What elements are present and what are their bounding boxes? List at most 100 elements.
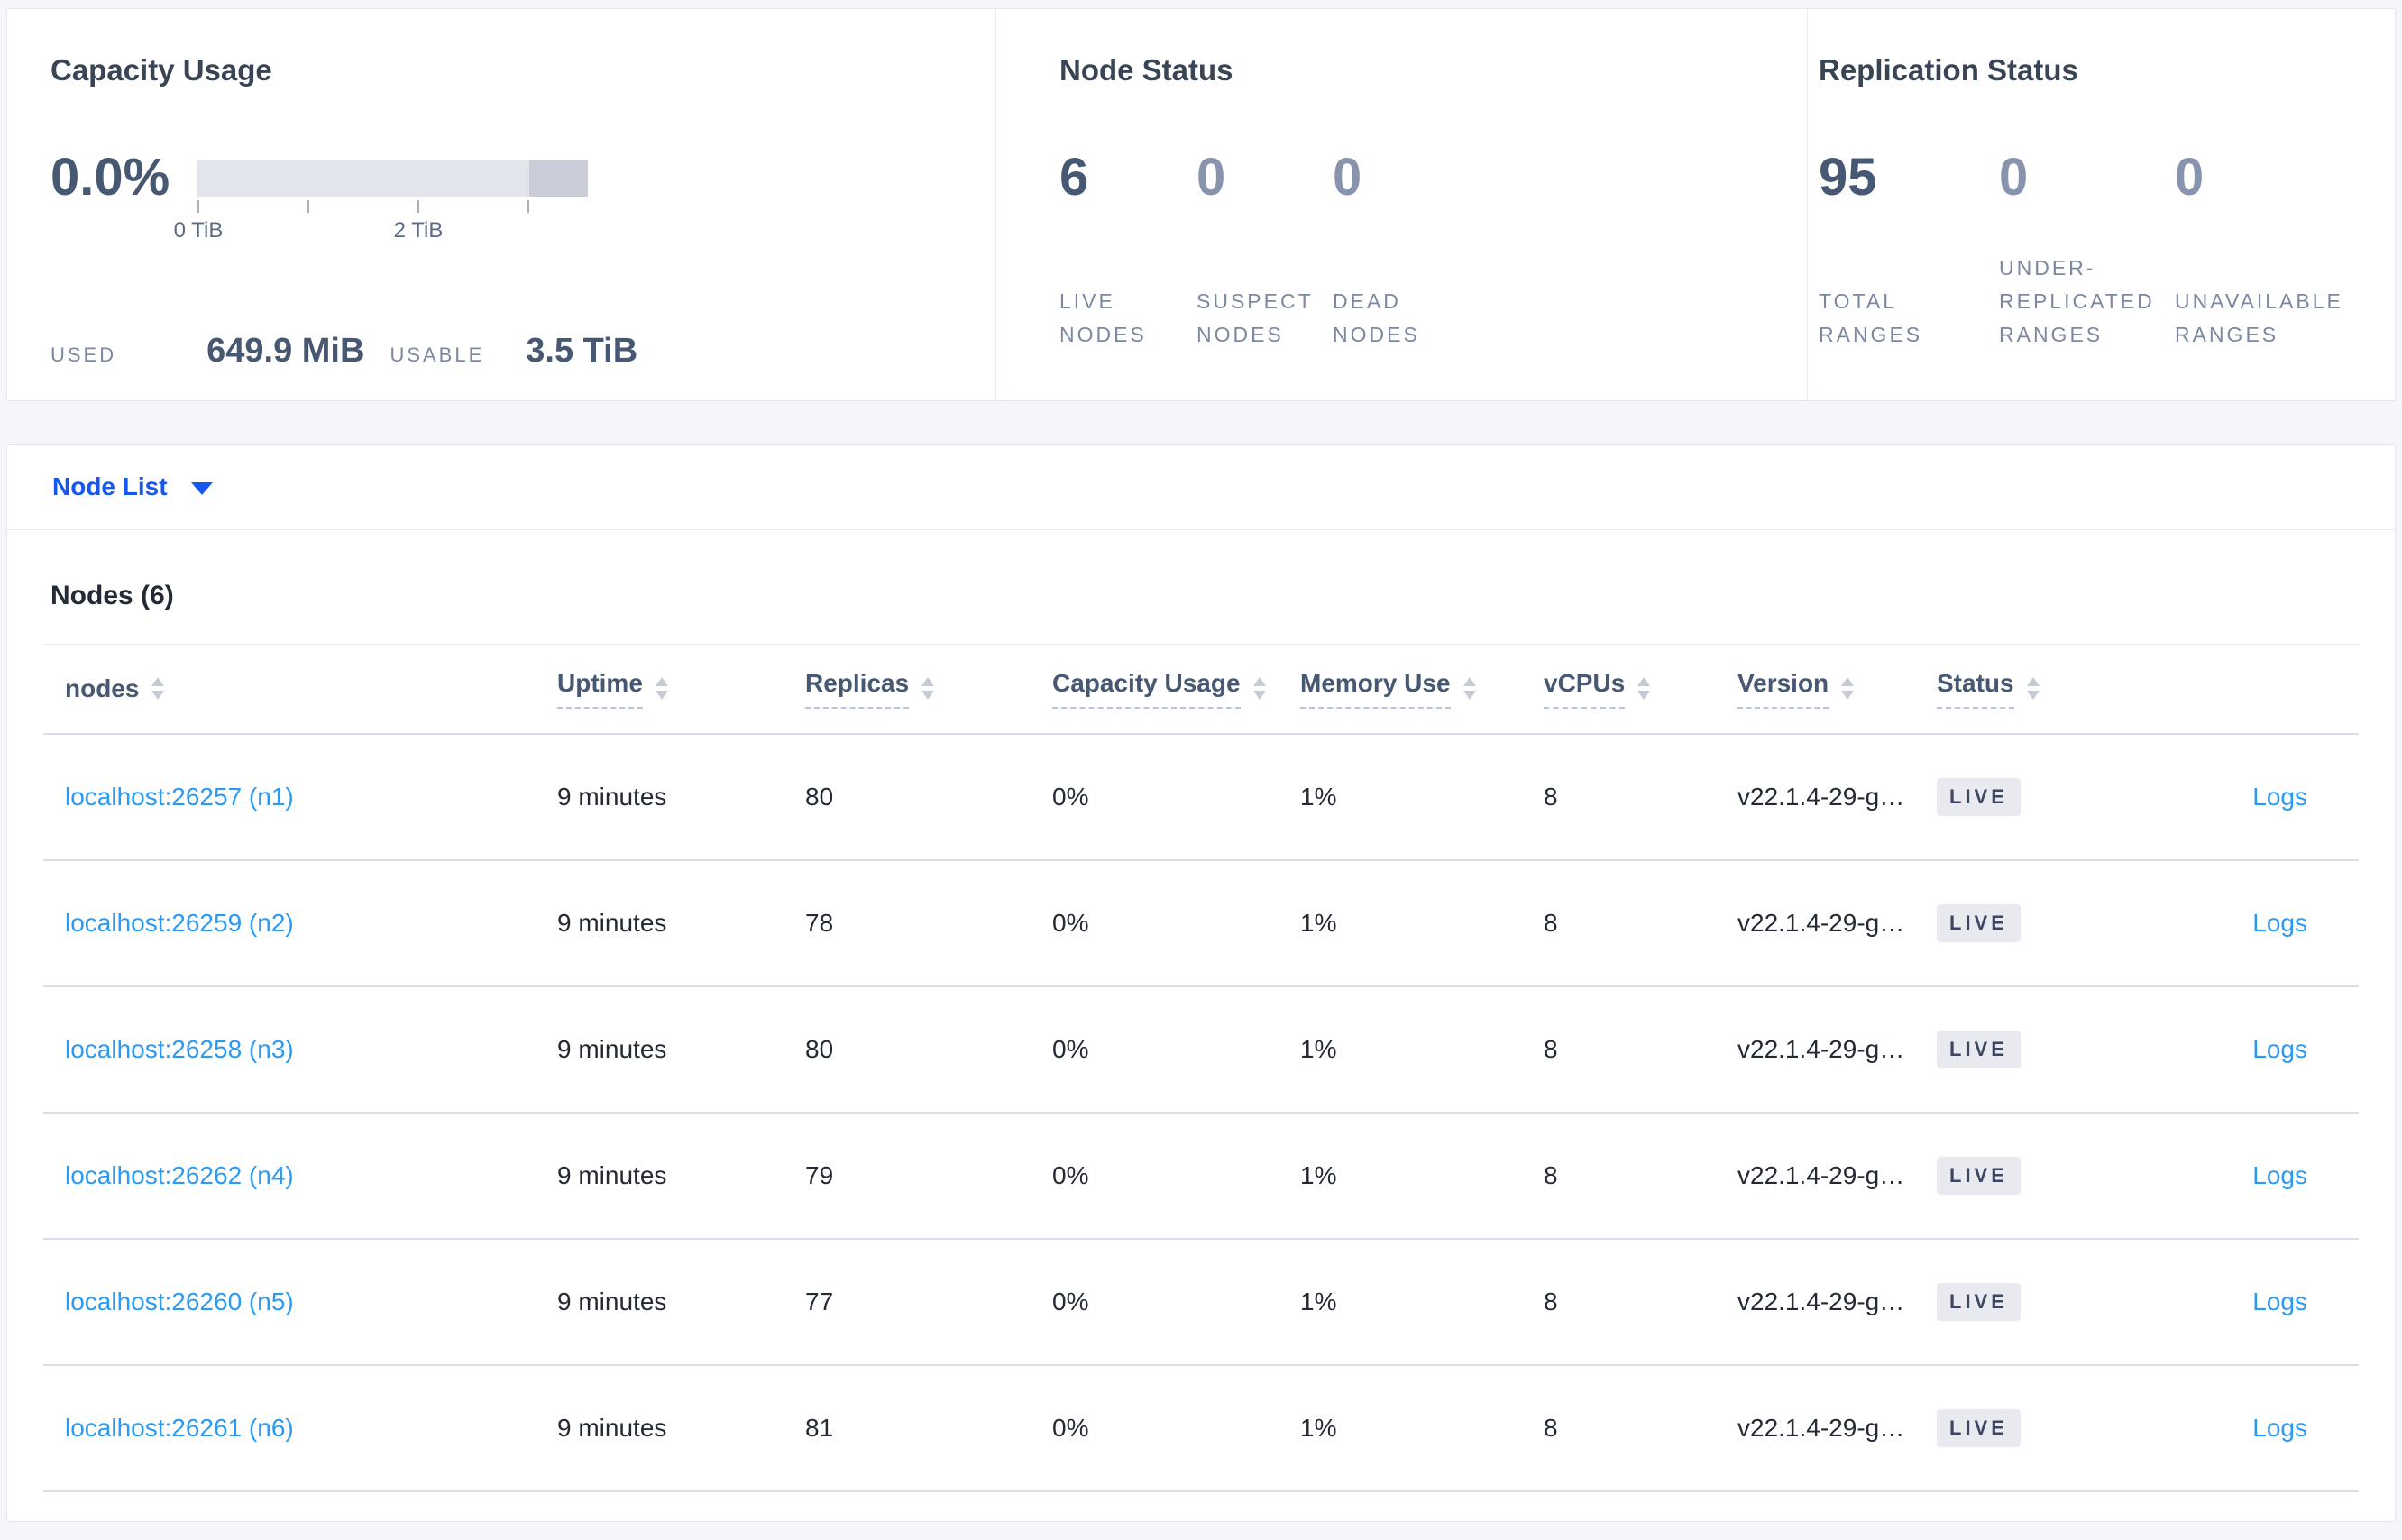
logs-link[interactable]: Logs bbox=[2252, 1034, 2307, 1063]
version-cell: v22.1.4-29-g… bbox=[1737, 782, 1905, 811]
unavailable-ranges-metric: 0 UNAVAILABLE RANGES bbox=[2175, 151, 2343, 352]
total-ranges-label: TOTAL RANGES bbox=[1819, 289, 1923, 346]
uptime-cell: 9 minutes bbox=[557, 1287, 667, 1315]
usable-value: 3.5 TiB bbox=[526, 332, 638, 370]
suspect-nodes-count: 0 bbox=[1196, 148, 1226, 206]
sort-header-capacity-usage[interactable]: Capacity Usage bbox=[1052, 669, 1266, 709]
memory-cell: 1% bbox=[1300, 1413, 1337, 1442]
sort-icon[interactable] bbox=[1462, 677, 1476, 701]
table-row: localhost:26262 (n4) 9 minutes 79 0% 1% … bbox=[43, 1113, 2359, 1239]
sort-icon[interactable] bbox=[2026, 677, 2040, 701]
sort-icon[interactable] bbox=[655, 677, 668, 701]
replication-status-section: Replication Status 95 TOTAL RANGES 0 UND… bbox=[1807, 9, 2395, 400]
sort-header-uptime[interactable]: Uptime bbox=[557, 669, 668, 709]
node-status-section: Node Status 6 LIVE NODES 0 SUSPECT NODES… bbox=[995, 9, 1807, 400]
status-badge: LIVE bbox=[1937, 1282, 2021, 1321]
total-ranges-metric: 95 TOTAL RANGES bbox=[1819, 151, 1999, 352]
status-badge: LIVE bbox=[1937, 777, 2021, 816]
axis-tick bbox=[197, 200, 199, 213]
logs-link[interactable]: Logs bbox=[2252, 1160, 2307, 1189]
status-badge: LIVE bbox=[1937, 903, 2021, 942]
capacity-cell: 0% bbox=[1052, 908, 1089, 937]
capacity-cell: 0% bbox=[1052, 1287, 1089, 1315]
node-link[interactable]: localhost:26262 (n4) bbox=[65, 1160, 294, 1189]
node-list-dropdown-label: Node List bbox=[52, 472, 168, 500]
uptime-cell: 9 minutes bbox=[557, 908, 667, 937]
capacity-cell: 0% bbox=[1052, 1160, 1089, 1189]
live-nodes-count: 6 bbox=[1059, 148, 1089, 206]
table-header-row: nodes Uptime Replicas Capacity Usage Mem… bbox=[43, 644, 2359, 734]
used-label: USED bbox=[50, 344, 117, 366]
vcpus-cell: 8 bbox=[1544, 1160, 1558, 1189]
table-row: localhost:26257 (n1) 9 minutes 80 0% 1% … bbox=[43, 734, 2359, 860]
node-link[interactable]: localhost:26258 (n3) bbox=[65, 1034, 294, 1063]
logs-link[interactable]: Logs bbox=[2252, 782, 2307, 811]
live-nodes-metric: 6 LIVE NODES bbox=[1059, 151, 1196, 352]
node-list-dropdown[interactable]: Node List bbox=[52, 472, 213, 501]
replicas-cell: 80 bbox=[805, 1034, 834, 1063]
sort-header-version[interactable]: Version bbox=[1737, 669, 1855, 709]
capacity-percent: 0.0% bbox=[50, 148, 170, 206]
dead-nodes-metric: 0 DEAD NODES bbox=[1333, 151, 1420, 352]
node-list-panel: Node List Nodes (6) nodes Uptime Replica… bbox=[6, 444, 2396, 1522]
under-replicated-label: UNDER- REPLICATED RANGES bbox=[1999, 256, 2155, 346]
logs-link[interactable]: Logs bbox=[2252, 908, 2307, 937]
suspect-nodes-metric: 0 SUSPECT NODES bbox=[1196, 151, 1333, 352]
capacity-cell: 0% bbox=[1052, 1034, 1089, 1063]
sort-header-status[interactable]: Status bbox=[1937, 669, 2040, 709]
nodes-table-container: Nodes (6) nodes Uptime Replicas Capacity… bbox=[7, 530, 2395, 1520]
nodes-heading: Nodes (6) bbox=[50, 581, 174, 610]
table-row: localhost:26261 (n6) 9 minutes 81 0% 1% … bbox=[43, 1365, 2359, 1491]
vcpus-cell: 8 bbox=[1544, 908, 1558, 937]
sort-header-memory-use[interactable]: Memory Use bbox=[1300, 669, 1476, 709]
dead-nodes-count: 0 bbox=[1333, 148, 1362, 206]
node-link[interactable]: localhost:26261 (n6) bbox=[65, 1413, 294, 1442]
replicas-cell: 78 bbox=[805, 908, 834, 937]
axis-tick bbox=[417, 200, 419, 213]
replicas-cell: 79 bbox=[805, 1160, 834, 1189]
sort-icon[interactable] bbox=[1637, 677, 1651, 701]
vcpus-cell: 8 bbox=[1544, 782, 1558, 811]
version-cell: v22.1.4-29-g… bbox=[1737, 1160, 1905, 1189]
replicas-cell: 80 bbox=[805, 782, 834, 811]
capacity-usage-title: Capacity Usage bbox=[50, 53, 272, 87]
vcpus-cell: 8 bbox=[1544, 1034, 1558, 1063]
replicas-cell: 81 bbox=[805, 1413, 834, 1442]
memory-cell: 1% bbox=[1300, 1034, 1337, 1063]
nodes-table: nodes Uptime Replicas Capacity Usage Mem… bbox=[43, 644, 2359, 1492]
version-cell: v22.1.4-29-g… bbox=[1737, 1413, 1905, 1442]
memory-cell: 1% bbox=[1300, 1160, 1337, 1189]
node-link[interactable]: localhost:26260 (n5) bbox=[65, 1287, 294, 1315]
logs-link[interactable]: Logs bbox=[2252, 1287, 2307, 1315]
capacity-usage-section: Capacity Usage 0.0% 0 TiB 2 TiB bbox=[7, 9, 995, 400]
axis-tick bbox=[307, 200, 309, 213]
memory-cell: 1% bbox=[1300, 908, 1337, 937]
replicas-cell: 77 bbox=[805, 1287, 834, 1315]
sort-icon[interactable] bbox=[1252, 677, 1266, 701]
under-replicated-metric: 0 UNDER- REPLICATED RANGES bbox=[1999, 151, 2175, 352]
node-link[interactable]: localhost:26257 (n1) bbox=[65, 782, 294, 811]
version-cell: v22.1.4-29-g… bbox=[1737, 1034, 1905, 1063]
sort-icon[interactable] bbox=[151, 677, 165, 701]
caret-down-icon bbox=[190, 482, 213, 495]
under-replicated-count: 0 bbox=[1999, 148, 2029, 206]
sort-icon[interactable] bbox=[921, 677, 935, 701]
vcpus-cell: 8 bbox=[1544, 1413, 1558, 1442]
node-link[interactable]: localhost:26259 (n2) bbox=[65, 908, 294, 937]
unavailable-ranges-label: UNAVAILABLE RANGES bbox=[2175, 289, 2343, 346]
table-row: localhost:26259 (n2) 9 minutes 78 0% 1% … bbox=[43, 860, 2359, 986]
capacity-bar bbox=[197, 160, 588, 197]
sort-icon[interactable] bbox=[1841, 677, 1855, 701]
capacity-cell: 0% bbox=[1052, 782, 1089, 811]
uptime-cell: 9 minutes bbox=[557, 1413, 667, 1442]
sort-header-vcpus[interactable]: vCPUs bbox=[1544, 669, 1651, 709]
uptime-cell: 9 minutes bbox=[557, 1160, 667, 1189]
status-badge: LIVE bbox=[1937, 1408, 2021, 1447]
sort-header-replicas[interactable]: Replicas bbox=[805, 669, 935, 709]
logs-link[interactable]: Logs bbox=[2252, 1413, 2307, 1442]
uptime-cell: 9 minutes bbox=[557, 782, 667, 811]
version-cell: v22.1.4-29-g… bbox=[1737, 1287, 1905, 1315]
total-ranges-count: 95 bbox=[1819, 148, 1877, 206]
sort-header-nodes[interactable]: nodes bbox=[65, 674, 165, 703]
